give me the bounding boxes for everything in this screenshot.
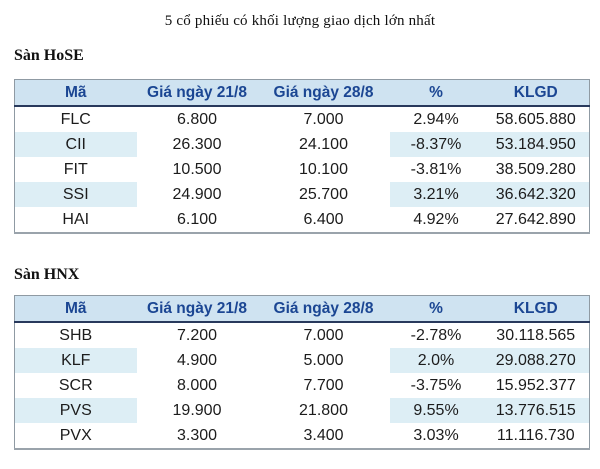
cell-price-aug28: 10.100 xyxy=(257,157,390,182)
cell-percent-change: 3.21% xyxy=(389,182,483,207)
cell-percent-change: 2.0% xyxy=(389,348,483,373)
column-header-ma: Mã xyxy=(14,295,137,323)
cell-percent-change: 9.55% xyxy=(389,398,483,423)
column-header-klgd: KLGD xyxy=(482,295,590,323)
cell-price-aug21: 4.900 xyxy=(136,348,258,373)
table-row: PVS 19.900 21.800 9.55% 13.776.515 xyxy=(14,398,590,423)
hose-header-row: Mã Giá ngày 21/8 Giá ngày 28/8 % KLGD xyxy=(14,79,590,107)
cell-volume: 29.088.270 xyxy=(482,348,590,373)
cell-price-aug21: 26.300 xyxy=(136,132,258,157)
table-row: FIT 10.500 10.100 -3.81% 38.509.280 xyxy=(14,157,590,182)
table-row: HAI 6.100 6.400 4.92% 27.642.890 xyxy=(14,207,590,233)
cell-symbol: CII xyxy=(14,132,137,157)
cell-symbol: SCR xyxy=(14,373,137,398)
cell-price-aug28: 7.000 xyxy=(257,322,390,348)
cell-volume: 58.605.880 xyxy=(482,106,590,132)
section-label-hose: Sàn HoSE xyxy=(14,47,84,64)
cell-symbol: SHB xyxy=(14,322,137,348)
cell-price-aug21: 8.000 xyxy=(136,373,258,398)
cell-symbol: KLF xyxy=(14,348,137,373)
cell-symbol: FLC xyxy=(14,106,137,132)
cell-price-aug21: 24.900 xyxy=(136,182,258,207)
cell-volume: 36.642.320 xyxy=(482,182,590,207)
hnx-table: Mã Giá ngày 21/8 Giá ngày 28/8 % KLGD SH… xyxy=(14,295,590,450)
table-row: FLC 6.800 7.000 2.94% 58.605.880 xyxy=(14,106,590,132)
table-row: PVX 3.300 3.400 3.03% 11.116.730 xyxy=(14,423,590,449)
column-header-price-aug21: Giá ngày 21/8 xyxy=(136,79,258,107)
cell-price-aug28: 24.100 xyxy=(257,132,390,157)
hnx-header-row: Mã Giá ngày 21/8 Giá ngày 28/8 % KLGD xyxy=(14,295,590,323)
cell-percent-change: -3.81% xyxy=(389,157,483,182)
cell-price-aug28: 21.800 xyxy=(257,398,390,423)
column-header-ma: Mã xyxy=(14,79,137,107)
cell-price-aug28: 6.400 xyxy=(257,207,390,233)
column-header-price-aug28: Giá ngày 28/8 xyxy=(257,295,390,323)
cell-symbol: SSI xyxy=(14,182,137,207)
cell-price-aug21: 7.200 xyxy=(136,322,258,348)
cell-volume: 13.776.515 xyxy=(482,398,590,423)
cell-price-aug28: 5.000 xyxy=(257,348,390,373)
cell-symbol: PVS xyxy=(14,398,137,423)
cell-volume: 38.509.280 xyxy=(482,157,590,182)
cell-percent-change: -3.75% xyxy=(389,373,483,398)
cell-percent-change: -2.78% xyxy=(389,322,483,348)
page-title: 5 cổ phiếu có khối lượng giao dịch lớn n… xyxy=(164,13,436,29)
cell-price-aug28: 3.400 xyxy=(257,423,390,449)
column-header-percent: % xyxy=(389,79,483,107)
table-row: KLF 4.900 5.000 2.0% 29.088.270 xyxy=(14,348,590,373)
table-row: SSI 24.900 25.700 3.21% 36.642.320 xyxy=(14,182,590,207)
cell-price-aug21: 6.800 xyxy=(136,106,258,132)
cell-volume: 15.952.377 xyxy=(482,373,590,398)
cell-percent-change: 2.94% xyxy=(389,106,483,132)
cell-volume: 53.184.950 xyxy=(482,132,590,157)
column-header-klgd: KLGD xyxy=(482,79,590,107)
cell-price-aug21: 3.300 xyxy=(136,423,258,449)
column-header-price-aug28: Giá ngày 28/8 xyxy=(257,79,390,107)
cell-symbol: FIT xyxy=(14,157,137,182)
table-row: SCR 8.000 7.700 -3.75% 15.952.377 xyxy=(14,373,590,398)
cell-percent-change: -8.37% xyxy=(389,132,483,157)
column-header-price-aug21: Giá ngày 21/8 xyxy=(136,295,258,323)
hose-table: Mã Giá ngày 21/8 Giá ngày 28/8 % KLGD FL… xyxy=(14,79,590,234)
cell-volume: 30.118.565 xyxy=(482,322,590,348)
cell-price-aug21: 10.500 xyxy=(136,157,258,182)
table-row: SHB 7.200 7.000 -2.78% 30.118.565 xyxy=(14,322,590,348)
cell-symbol: PVX xyxy=(14,423,137,449)
table-row: CII 26.300 24.100 -8.37% 53.184.950 xyxy=(14,132,590,157)
cell-price-aug28: 25.700 xyxy=(257,182,390,207)
column-header-percent: % xyxy=(389,295,483,323)
cell-symbol: HAI xyxy=(14,207,137,233)
section-label-hnx: Sàn HNX xyxy=(14,266,80,283)
cell-price-aug21: 19.900 xyxy=(136,398,258,423)
cell-volume: 11.116.730 xyxy=(482,423,590,449)
cell-price-aug28: 7.700 xyxy=(257,373,390,398)
cell-price-aug28: 7.000 xyxy=(257,106,390,132)
cell-percent-change: 4.92% xyxy=(389,207,483,233)
cell-volume: 27.642.890 xyxy=(482,207,590,233)
cell-percent-change: 3.03% xyxy=(389,423,483,449)
cell-price-aug21: 6.100 xyxy=(136,207,258,233)
